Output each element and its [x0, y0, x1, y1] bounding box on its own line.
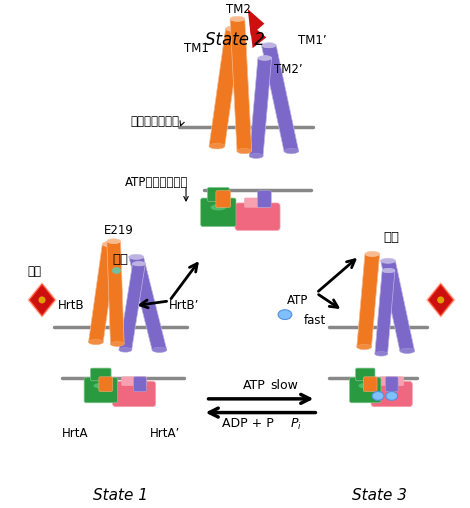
- Text: $P_i$: $P_i$: [290, 417, 302, 432]
- Ellipse shape: [284, 148, 298, 153]
- Polygon shape: [129, 257, 167, 350]
- Text: HrtA’: HrtA’: [150, 427, 180, 440]
- FancyBboxPatch shape: [371, 381, 412, 407]
- Ellipse shape: [249, 153, 263, 158]
- Polygon shape: [261, 45, 298, 151]
- Ellipse shape: [226, 26, 241, 31]
- FancyBboxPatch shape: [133, 377, 146, 392]
- Ellipse shape: [211, 204, 226, 210]
- FancyBboxPatch shape: [207, 187, 229, 202]
- Ellipse shape: [375, 352, 388, 356]
- Polygon shape: [119, 264, 145, 350]
- Ellipse shape: [400, 348, 415, 354]
- Ellipse shape: [237, 148, 252, 153]
- Ellipse shape: [129, 255, 143, 260]
- Text: TM2: TM2: [227, 3, 251, 16]
- FancyBboxPatch shape: [258, 190, 271, 207]
- Polygon shape: [428, 284, 453, 315]
- Ellipse shape: [107, 239, 121, 243]
- Text: TM1’: TM1’: [298, 34, 326, 47]
- FancyBboxPatch shape: [380, 377, 404, 386]
- FancyBboxPatch shape: [385, 377, 398, 392]
- Polygon shape: [107, 241, 124, 344]
- Ellipse shape: [102, 241, 117, 247]
- Text: HrtA: HrtA: [62, 427, 88, 440]
- Ellipse shape: [382, 268, 395, 273]
- Text: ヘム: ヘム: [384, 231, 400, 244]
- Ellipse shape: [381, 258, 395, 263]
- Ellipse shape: [112, 267, 121, 274]
- Text: ATP結合ドメイン: ATP結合ドメイン: [125, 176, 188, 189]
- Ellipse shape: [357, 344, 371, 350]
- FancyBboxPatch shape: [216, 190, 231, 207]
- Text: TM1: TM1: [184, 42, 209, 55]
- Polygon shape: [250, 24, 266, 48]
- Text: State 3: State 3: [352, 488, 407, 503]
- Text: fast: fast: [304, 314, 326, 327]
- Polygon shape: [230, 19, 252, 151]
- Text: State 1: State 1: [93, 488, 148, 503]
- Text: ATP: ATP: [287, 295, 308, 307]
- Ellipse shape: [119, 347, 132, 352]
- FancyBboxPatch shape: [201, 198, 236, 227]
- Text: HrtB: HrtB: [58, 299, 85, 312]
- Polygon shape: [27, 282, 57, 318]
- Ellipse shape: [230, 16, 245, 21]
- Text: ATP: ATP: [243, 379, 266, 392]
- Text: State 2: State 2: [205, 30, 265, 49]
- Ellipse shape: [278, 310, 292, 320]
- FancyBboxPatch shape: [99, 377, 112, 392]
- Ellipse shape: [261, 43, 276, 48]
- Ellipse shape: [133, 262, 145, 266]
- Text: ヘム: ヘム: [27, 265, 41, 278]
- Ellipse shape: [372, 392, 384, 400]
- FancyBboxPatch shape: [350, 377, 381, 403]
- FancyBboxPatch shape: [91, 368, 111, 380]
- Text: 膜横断ドメイン: 膜横断ドメイン: [130, 115, 179, 128]
- Polygon shape: [381, 261, 415, 351]
- FancyBboxPatch shape: [235, 203, 280, 230]
- Text: ヘム: ヘム: [112, 252, 128, 266]
- Ellipse shape: [209, 143, 225, 149]
- Ellipse shape: [39, 296, 46, 303]
- Polygon shape: [375, 271, 395, 354]
- FancyBboxPatch shape: [84, 377, 118, 403]
- FancyBboxPatch shape: [112, 381, 156, 407]
- Ellipse shape: [152, 347, 167, 353]
- Ellipse shape: [437, 296, 444, 303]
- Polygon shape: [357, 254, 380, 347]
- FancyBboxPatch shape: [356, 368, 375, 380]
- Polygon shape: [249, 58, 272, 156]
- Ellipse shape: [386, 392, 398, 400]
- Ellipse shape: [258, 55, 272, 60]
- Ellipse shape: [110, 341, 124, 346]
- Polygon shape: [248, 9, 265, 36]
- Ellipse shape: [88, 339, 103, 344]
- Text: ADP + P: ADP + P: [222, 418, 274, 430]
- Ellipse shape: [365, 251, 380, 257]
- Polygon shape: [426, 282, 455, 318]
- Text: TM2’: TM2’: [274, 63, 303, 76]
- Text: slow: slow: [270, 379, 298, 392]
- FancyBboxPatch shape: [244, 198, 271, 207]
- FancyBboxPatch shape: [121, 377, 147, 386]
- Ellipse shape: [359, 383, 372, 389]
- FancyBboxPatch shape: [363, 377, 377, 392]
- Ellipse shape: [94, 383, 108, 389]
- Polygon shape: [209, 28, 241, 146]
- Text: HrtB’: HrtB’: [169, 299, 200, 312]
- Polygon shape: [30, 284, 55, 315]
- Polygon shape: [88, 244, 117, 342]
- Text: E219: E219: [103, 224, 133, 237]
